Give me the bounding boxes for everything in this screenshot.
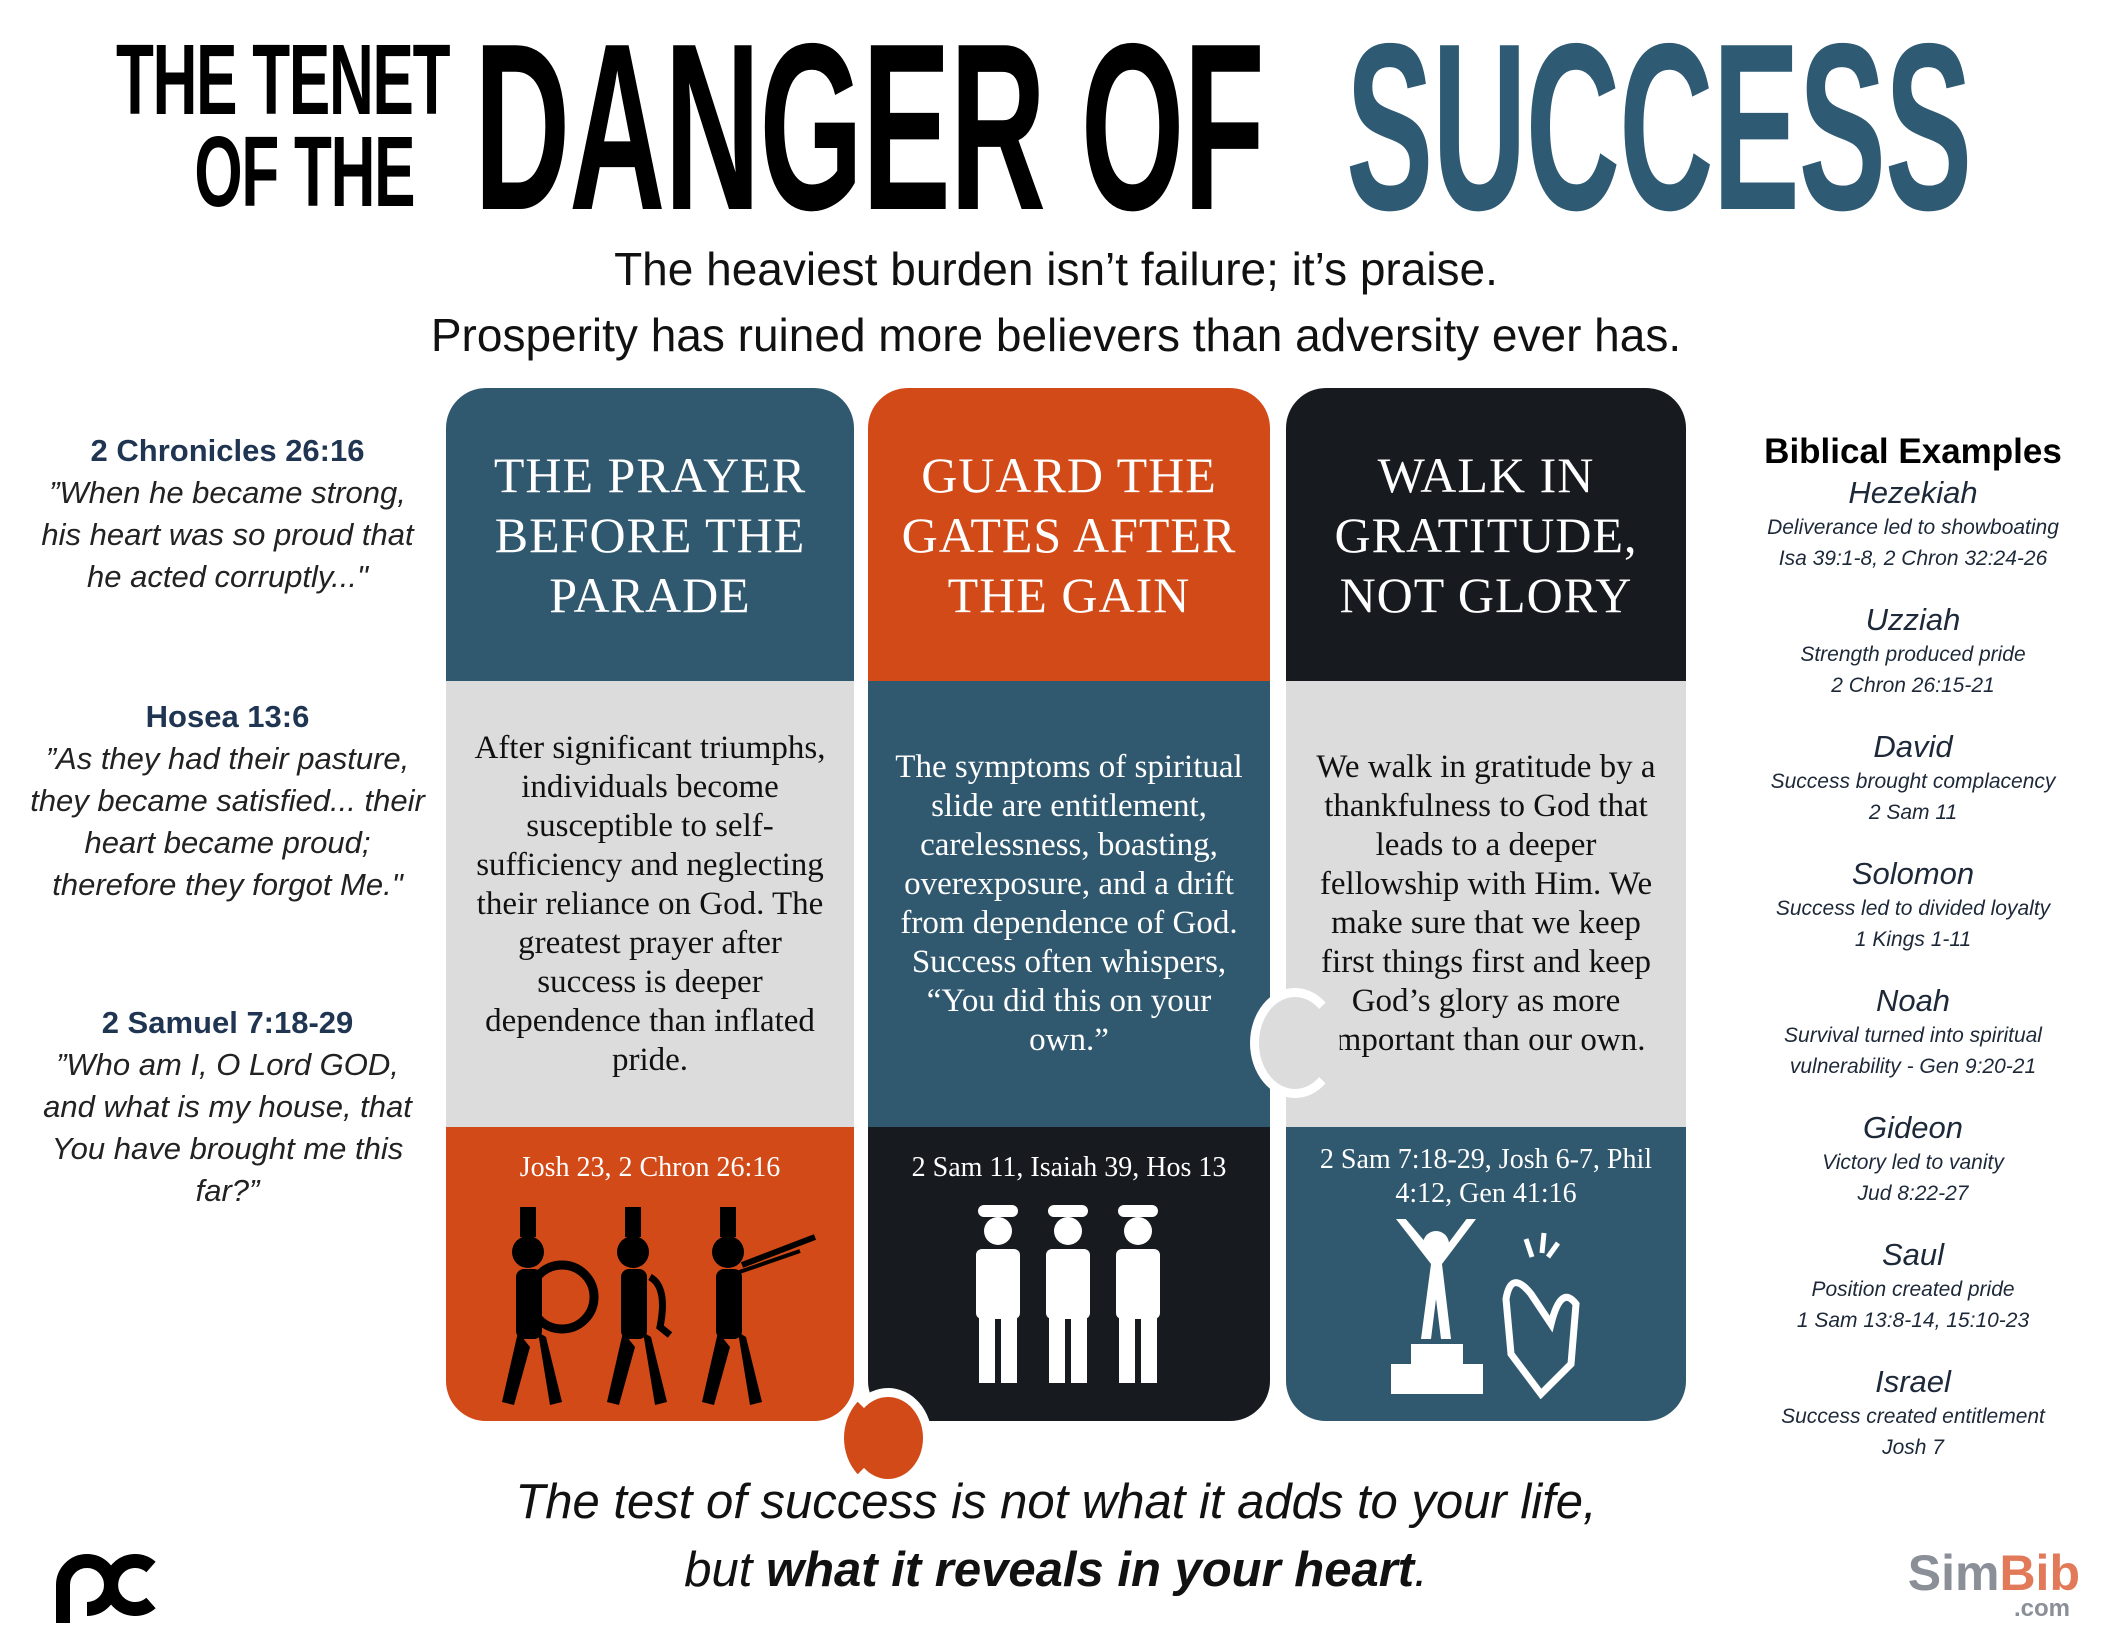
column-body: We walk in gratitude by a thankfulness t… bbox=[1286, 681, 1686, 1127]
simbib-logo: SimBib .com bbox=[1880, 1545, 2080, 1622]
quote-2: Hosea 13:6 ”As they had their pasture, th… bbox=[30, 696, 425, 906]
example-desc: Success created entitlement bbox=[1781, 1405, 2045, 1428]
example-item: Saul Position created pride 1 Sam 13:8-14,… bbox=[1713, 1236, 2112, 1336]
example-ref: Jud 8:22-27 bbox=[1857, 1182, 1969, 1205]
quote-ref: Hosea 13:6 bbox=[145, 699, 310, 734]
example-desc: Survival turned into spiritual bbox=[1784, 1024, 2042, 1047]
example-ref: vulnerability - Gen 9:20-21 bbox=[1789, 1055, 2037, 1078]
example-name: Israel bbox=[1875, 1364, 1951, 1399]
column-footer: Josh 23, 2 Chron 26:16 bbox=[446, 1127, 854, 1421]
logo-text: Bib bbox=[1999, 1545, 2080, 1601]
example-item: Noah Survival turned into spiritual vulner… bbox=[1713, 982, 2112, 1082]
subtitle-line2: Prosperity has ruined more believers tha… bbox=[430, 309, 1682, 361]
example-name: Gideon bbox=[1863, 1110, 1963, 1145]
column-header: THE PRAYER BEFORE THE PARADE bbox=[446, 388, 854, 681]
title-danger: DANGER OF bbox=[474, 0, 1265, 260]
example-item: Israel Success created entitlement Josh 7 bbox=[1713, 1363, 2112, 1463]
column-header: WALK IN GRATITUDE, NOT GLORY bbox=[1286, 388, 1686, 681]
puzzle-knob bbox=[844, 1388, 932, 1488]
podium-applause-icon bbox=[1391, 1219, 1580, 1399]
column-guard: GUARD THE GATES AFTER THE GAIN The sympt… bbox=[844, 388, 1270, 1488]
column-header: GUARD THE GATES AFTER THE GAIN bbox=[868, 388, 1270, 681]
example-item: Uzziah Strength produced pride 2 Chron 26:… bbox=[1713, 601, 2112, 701]
example-ref: 1 Kings 1-11 bbox=[1854, 928, 1972, 951]
title-success: SUCCESS bbox=[1346, 0, 1972, 260]
example-name: Saul bbox=[1881, 1237, 1945, 1272]
example-ref: 2 Chron 26:15-21 bbox=[1831, 674, 1995, 697]
example-desc: Deliverance led to showboating bbox=[1767, 516, 2059, 539]
title-tenet: THE TENET OF THE bbox=[116, 24, 451, 228]
example-item: Solomon Success led to divided loyalty 1 K… bbox=[1713, 855, 2112, 955]
column-footer: 2 Sam 11, Isaiah 39, Hos 13 bbox=[868, 1127, 1270, 1421]
column-refs: 2 Sam 11, Isaiah 39, Hos 13 bbox=[911, 1152, 1227, 1183]
example-item: Gideon Victory led to vanity Jud 8:22-27 bbox=[1713, 1109, 2112, 1209]
example-ref: 2 Sam 11 bbox=[1868, 801, 1958, 824]
example-desc: Strength produced pride bbox=[1800, 643, 2026, 666]
examples-heading: Biblical Examples bbox=[1764, 432, 2062, 471]
tagline-text: but bbox=[684, 1543, 766, 1597]
marching-band-icon bbox=[502, 1207, 817, 1405]
example-name: David bbox=[1873, 729, 1953, 764]
quote-text: ”As they had their pasture, they became … bbox=[30, 741, 425, 902]
title-line: THE TENET bbox=[116, 24, 451, 136]
tagline-line1: The test of success is not what it adds … bbox=[515, 1475, 1597, 1529]
quote-1: 2 Chronicles 26:16 ”When he became strong… bbox=[30, 430, 425, 598]
subtitle-line1: The heaviest burden isn’t failure; it’s … bbox=[614, 243, 1498, 295]
example-name: Hezekiah bbox=[1848, 475, 1978, 510]
quote-ref: 2 Samuel 7:18-29 bbox=[101, 1005, 354, 1040]
puzzle-knob bbox=[1250, 988, 1340, 1098]
example-ref: Isa 39:1-8, 2 Chron 32:24-26 bbox=[1778, 547, 2048, 570]
logo-text: .com bbox=[2013, 1595, 2070, 1622]
column-prayer: THE PRAYER BEFORE THE PARADE After signi… bbox=[446, 388, 854, 1421]
example-ref: Josh 7 bbox=[1882, 1436, 1944, 1459]
example-desc: Success brought complacency bbox=[1770, 770, 2056, 793]
examples-list: Biblical Examples Hezekiah Deliverance le… bbox=[1713, 432, 2112, 1490]
example-item: Hezekiah Deliverance led to showboating Is… bbox=[1713, 474, 2112, 574]
example-desc: Success led to divided loyalty bbox=[1775, 897, 2051, 920]
example-name: Solomon bbox=[1851, 856, 1975, 891]
column-body: After significant triumphs, individuals … bbox=[446, 681, 854, 1127]
column-refs: Josh 23, 2 Chron 26:16 bbox=[519, 1152, 781, 1183]
tagline-text: . bbox=[1414, 1543, 1428, 1597]
quote-text: ”Who am I, O Lord GOD, and what is my ho… bbox=[43, 1047, 412, 1208]
tagline-line2: but what it reveals in your heart. bbox=[0, 1542, 2112, 1598]
example-name: Uzziah bbox=[1865, 602, 1961, 637]
example-item: David Success brought complacency 2 Sam 11 bbox=[1713, 728, 2112, 828]
tagline-bold: what it reveals in your heart bbox=[766, 1543, 1415, 1597]
title-line: OF THE bbox=[194, 116, 415, 228]
column-gratitude: WALK IN GRATITUDE, NOT GLORY We walk in … bbox=[1250, 388, 1686, 1421]
column-footer: 2 Sam 7:18-29, Josh 6-7, Phil 4:12, Gen … bbox=[1286, 1127, 1686, 1421]
pc-logo bbox=[56, 1554, 156, 1623]
example-desc: Victory led to vanity bbox=[1822, 1151, 2004, 1174]
quote-3: 2 Samuel 7:18-29 ”Who am I, O Lord GOD, a… bbox=[30, 1002, 425, 1212]
quote-text: ”When he became strong, his heart was so… bbox=[41, 475, 414, 594]
logo-text: Sim bbox=[1907, 1545, 2000, 1601]
column-body: The symptoms of spiritual slide are enti… bbox=[868, 681, 1270, 1127]
quote-ref: 2 Chronicles 26:16 bbox=[90, 433, 365, 468]
example-desc: Position created pride bbox=[1811, 1278, 2015, 1301]
example-ref: 1 Sam 13:8-14, 15:10-23 bbox=[1796, 1309, 2030, 1332]
example-name: Noah bbox=[1875, 983, 1951, 1018]
column-refs: 2 Sam 7:18-29, Josh 6-7, Phil 4:12, Gen … bbox=[1319, 1144, 1653, 1209]
guards-icon bbox=[976, 1205, 1160, 1383]
